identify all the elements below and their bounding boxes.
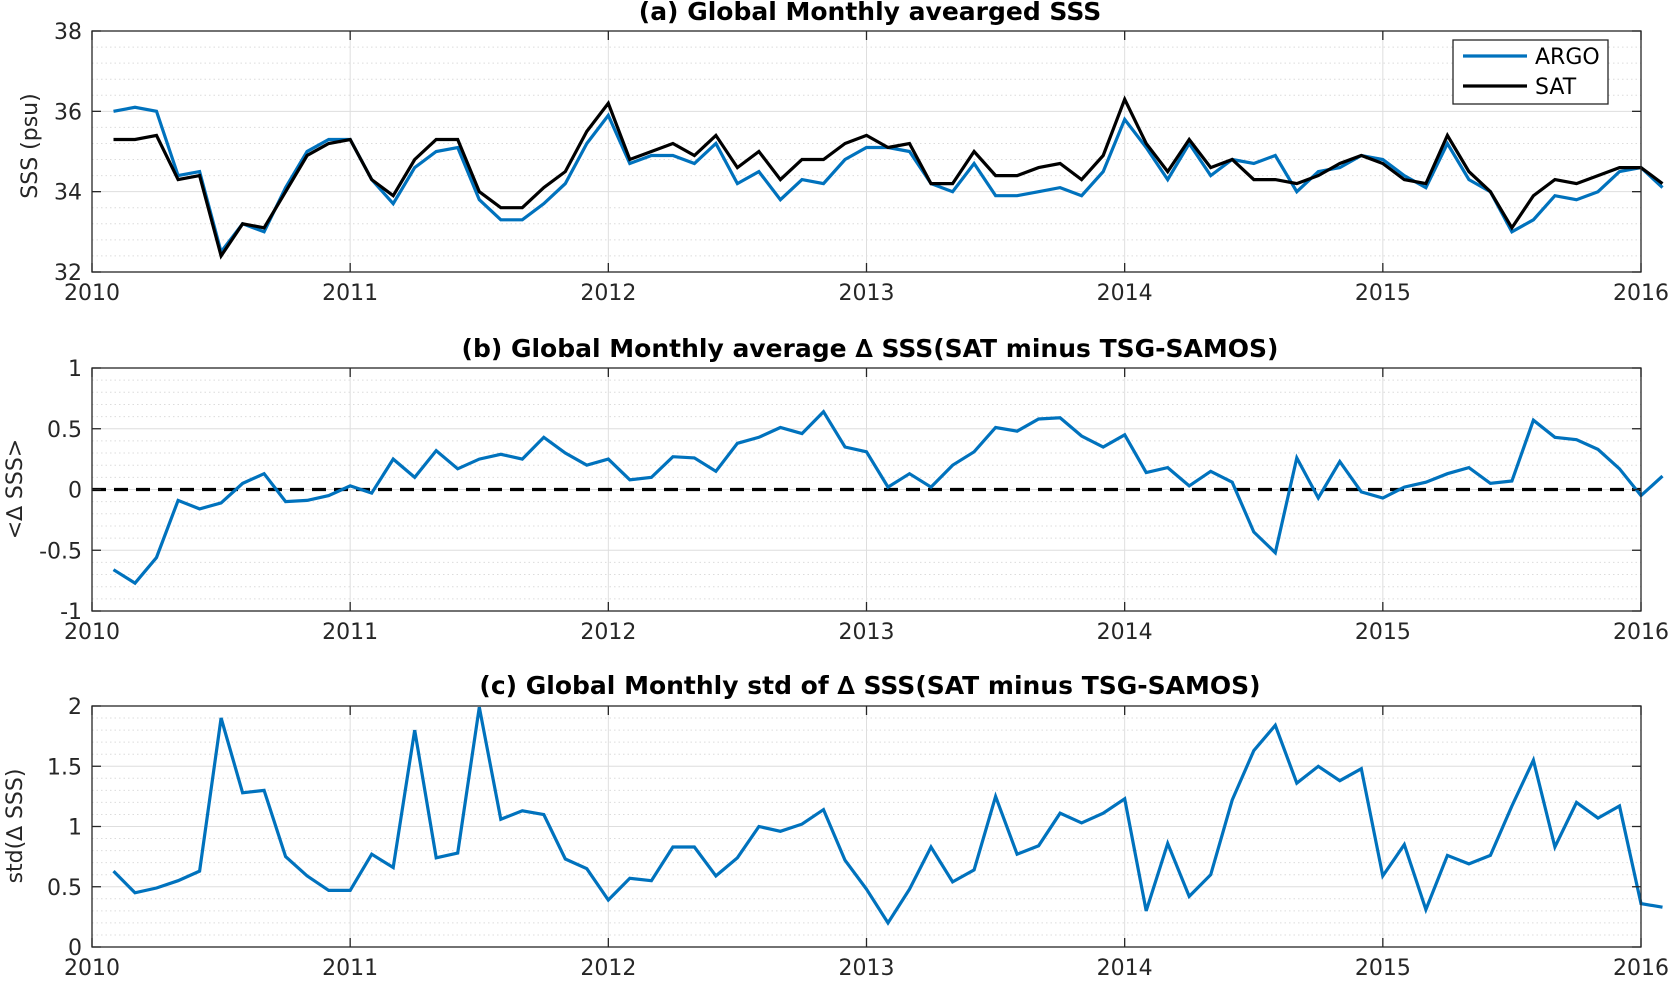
panel-c: (c) Global Monthly std of ∆ SSS(SAT minu… — [3, 671, 1669, 981]
x-tick-label: 2010 — [64, 956, 120, 981]
panel-a-title: (a) Global Monthly avearged SSS — [639, 0, 1101, 26]
x-tick-label: 2012 — [580, 956, 636, 981]
y-tick-label: 1.5 — [47, 755, 82, 780]
panel-b-title: (b) Global Monthly average ∆ SSS(SAT min… — [462, 334, 1279, 363]
panel-b: (b) Global Monthly average ∆ SSS(SAT min… — [3, 334, 1669, 645]
series-line-sat — [113, 95, 1664, 260]
x-tick-label: 2011 — [322, 281, 378, 306]
x-tick-label: 2016 — [1613, 956, 1669, 981]
x-tick-label: 2014 — [1097, 281, 1153, 306]
panel-b-ylabel: <∆ SSS> — [3, 439, 28, 539]
x-tick-label: 2014 — [1097, 620, 1153, 645]
x-tick-label: 2016 — [1613, 620, 1669, 645]
y-tick-label: 38 — [54, 20, 82, 45]
x-tick-label: 2012 — [580, 281, 636, 306]
panel-c-title: (c) Global Monthly std of ∆ SSS(SAT minu… — [479, 671, 1260, 700]
legend-sat-label: SAT — [1535, 75, 1577, 100]
series-line-delta-sss — [112, 409, 1664, 586]
y-tick-label: -1 — [60, 600, 82, 625]
y-tick-label: 0.5 — [47, 418, 82, 443]
y-tick-label: 0 — [68, 479, 82, 504]
panel-a-legend: ARGO SAT — [1452, 39, 1609, 105]
y-tick-label: 1 — [68, 816, 82, 841]
y-tick-label: 1 — [68, 357, 82, 382]
panel-c-ylabel: std(∆ SSS) — [3, 769, 28, 884]
x-tick-label: 2015 — [1355, 281, 1411, 306]
panel-b-plot: 2010 2011 2012 2013 2014 2015 2016 -1 -0.5 0 0.5 1 — [39, 357, 1669, 645]
y-tick-label: 34 — [54, 181, 82, 206]
x-tick-label: 2011 — [322, 620, 378, 645]
y-tick-label: 32 — [54, 261, 82, 286]
y-tick-label: 0 — [68, 936, 82, 961]
x-tick-label: 2011 — [322, 956, 378, 981]
x-tick-label: 2014 — [1097, 956, 1153, 981]
x-tick-label: 2013 — [839, 620, 895, 645]
x-tick-label: 2012 — [580, 620, 636, 645]
panel-a: (a) Global Monthly avearged SSS SSS (psu… — [18, 0, 1669, 306]
y-tick-label: 2 — [68, 695, 82, 720]
y-tick-label: -0.5 — [39, 539, 82, 564]
x-tick-label: 2013 — [839, 281, 895, 306]
y-tick-label: 0.5 — [47, 876, 82, 901]
panel-c-plot: 2010 2011 2012 2013 2014 2015 2016 0 0.5 1 1.5 2 — [47, 695, 1669, 981]
x-tick-label: 2010 — [64, 620, 120, 645]
series-line-delta-sss — [112, 706, 1663, 926]
legend-argo-label: ARGO — [1535, 45, 1600, 70]
legend-box — [1452, 39, 1609, 105]
y-tick-label: 36 — [54, 100, 82, 125]
x-tick-label: 2010 — [64, 281, 120, 306]
x-tick-label: 2013 — [839, 956, 895, 981]
x-tick-label: 2015 — [1355, 620, 1411, 645]
x-tick-label: 2016 — [1613, 281, 1669, 306]
x-tick-label: 2015 — [1355, 956, 1411, 981]
panel-a-ylabel: SSS (psu) — [18, 93, 43, 198]
panel-a-plot: 2010 2011 2012 2013 2014 2015 2016 32 34 36 38 — [54, 20, 1669, 306]
